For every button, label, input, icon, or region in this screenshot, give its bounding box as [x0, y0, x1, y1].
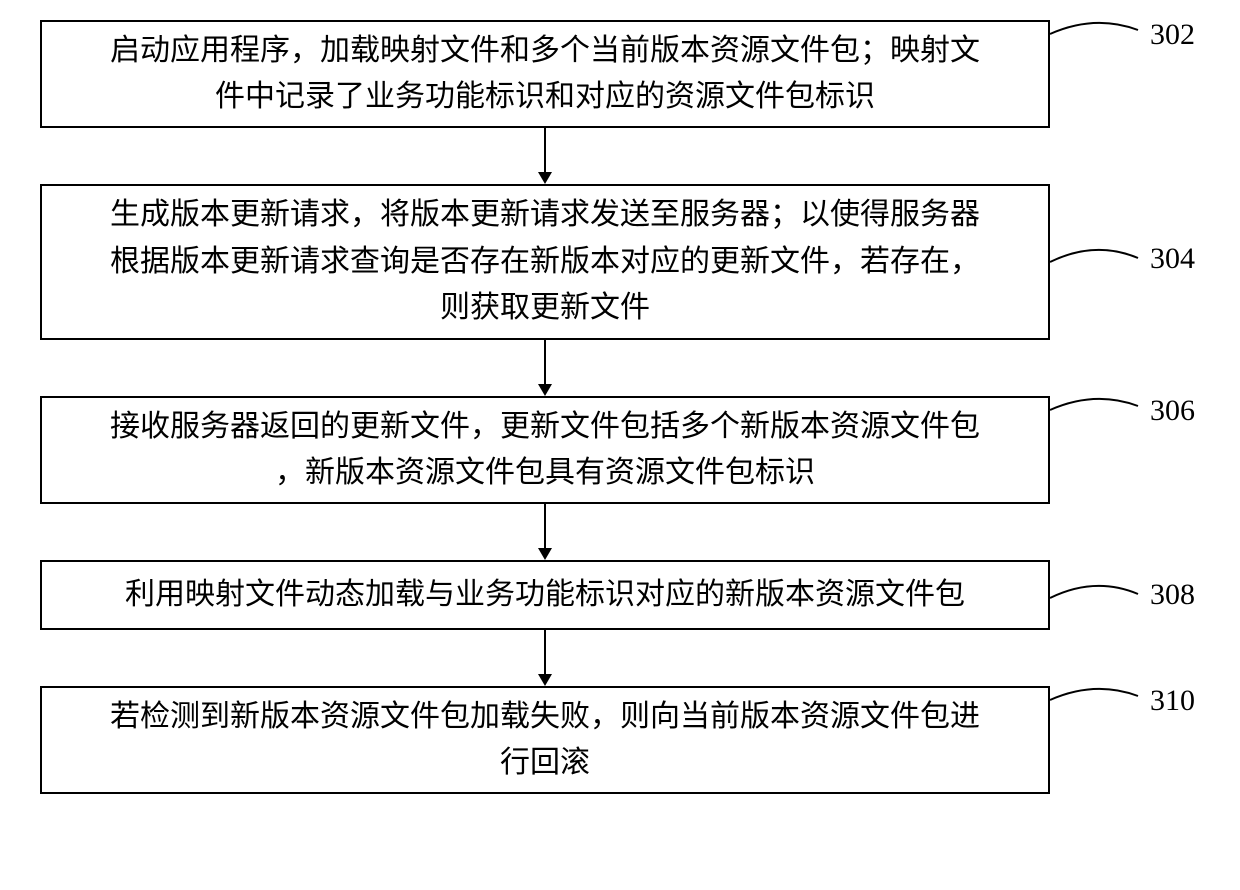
flow-node-row: 接收服务器返回的更新文件，更新文件包括多个新版本资源文件包 ，新版本资源文件包具… [40, 396, 1200, 504]
flow-node-306: 接收服务器返回的更新文件，更新文件包括多个新版本资源文件包 ，新版本资源文件包具… [40, 396, 1050, 504]
arrow-down-icon [535, 630, 555, 686]
callout-label: 304 [1150, 242, 1195, 276]
callout-label: 308 [1150, 578, 1195, 612]
flow-node-row: 生成版本更新请求，将版本更新请求发送至服务器；以使得服务器 根据版本更新请求查询… [40, 184, 1200, 340]
flow-node-text: 利用映射文件动态加载与业务功能标识对应的新版本资源文件包 [125, 572, 965, 619]
callout-label: 302 [1150, 18, 1195, 52]
flow-node-308: 利用映射文件动态加载与业务功能标识对应的新版本资源文件包 [40, 560, 1050, 630]
flow-arrow [40, 128, 1050, 184]
callout-line-icon [1050, 242, 1140, 272]
arrow-down-icon [535, 128, 555, 184]
callout-line-icon [1050, 396, 1140, 426]
flow-arrow [40, 504, 1050, 560]
callout-line-icon [1050, 578, 1140, 608]
flow-node-row: 启动应用程序，加载映射文件和多个当前版本资源文件包；映射文 件中记录了业务功能标… [40, 20, 1200, 128]
flow-node-310: 若检测到新版本资源文件包加载失败，则向当前版本资源文件包进 行回滚 [40, 686, 1050, 794]
flow-node-row: 利用映射文件动态加载与业务功能标识对应的新版本资源文件包 308 [40, 560, 1200, 630]
arrow-down-icon [535, 340, 555, 396]
arrow-down-icon [535, 504, 555, 560]
callout-line-icon [1050, 686, 1140, 716]
flow-node-text: 若检测到新版本资源文件包加载失败，则向当前版本资源文件包进 行回滚 [110, 694, 980, 787]
flow-node-text: 生成版本更新请求，将版本更新请求发送至服务器；以使得服务器 根据版本更新请求查询… [110, 192, 980, 332]
flow-node-text: 接收服务器返回的更新文件，更新文件包括多个新版本资源文件包 ，新版本资源文件包具… [110, 404, 980, 497]
flow-node-row: 若检测到新版本资源文件包加载失败，则向当前版本资源文件包进 行回滚 310 [40, 686, 1200, 794]
flowchart-container: 启动应用程序，加载映射文件和多个当前版本资源文件包；映射文 件中记录了业务功能标… [40, 20, 1200, 794]
flow-node-304: 生成版本更新请求，将版本更新请求发送至服务器；以使得服务器 根据版本更新请求查询… [40, 184, 1050, 340]
flow-node-text: 启动应用程序，加载映射文件和多个当前版本资源文件包；映射文 件中记录了业务功能标… [110, 28, 980, 121]
flow-arrow [40, 340, 1050, 396]
callout-label: 306 [1150, 394, 1195, 428]
flow-arrow [40, 630, 1050, 686]
callout-label: 310 [1150, 684, 1195, 718]
flow-node-302: 启动应用程序，加载映射文件和多个当前版本资源文件包；映射文 件中记录了业务功能标… [40, 20, 1050, 128]
callout-line-icon [1050, 20, 1140, 50]
